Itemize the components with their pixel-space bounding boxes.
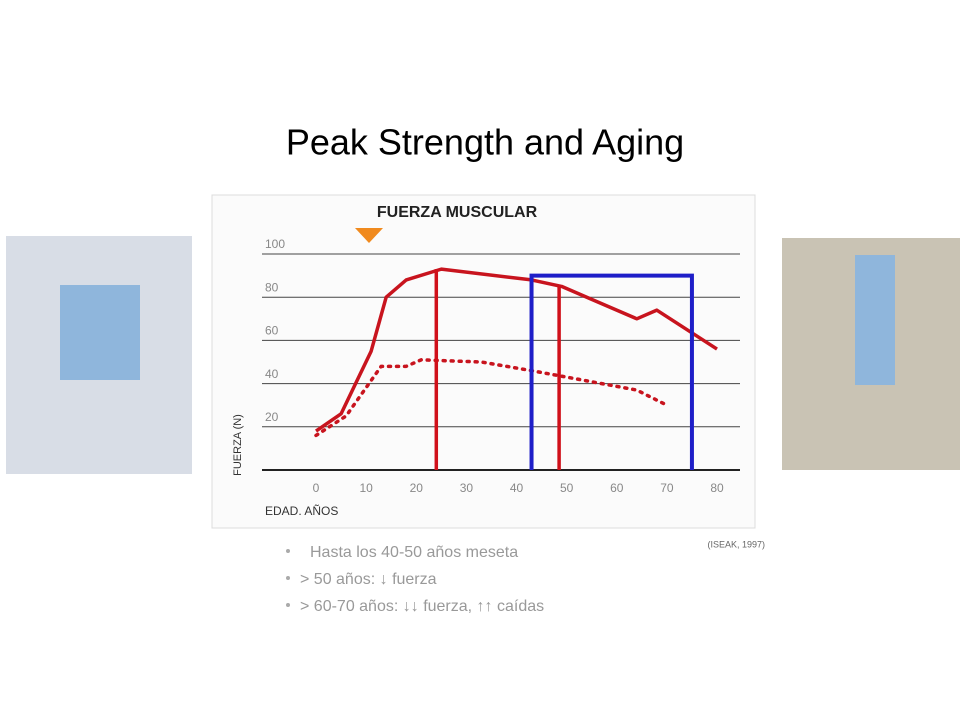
y-tick-label: 80 bbox=[265, 280, 279, 294]
bullet: > 50 años: ↓ fuerza bbox=[300, 571, 437, 588]
bullet-dot bbox=[286, 549, 290, 553]
x-axis-label: EDAD. AÑOS bbox=[265, 504, 338, 518]
slide-title: Peak Strength and Aging bbox=[286, 122, 684, 163]
decoration bbox=[355, 228, 383, 243]
data-line bbox=[314, 358, 669, 438]
highlight-box bbox=[529, 273, 694, 470]
y-tick-label: 40 bbox=[265, 367, 279, 381]
bullet-dot bbox=[286, 576, 290, 580]
y-tick-label: 60 bbox=[265, 324, 279, 338]
photo-gown bbox=[60, 285, 140, 380]
x-tick-label: 80 bbox=[710, 481, 724, 495]
x-tick-label: 60 bbox=[610, 481, 624, 495]
x-tick-label: 10 bbox=[359, 481, 373, 495]
x-tick-label: 40 bbox=[510, 481, 524, 495]
x-tick-label: 20 bbox=[410, 481, 424, 495]
bullet: Hasta los 40-50 años meseta bbox=[310, 544, 518, 561]
x-tick-label: 70 bbox=[660, 481, 674, 495]
bullet-dot bbox=[286, 603, 290, 607]
citation: (ISEAK, 1997) bbox=[707, 539, 765, 549]
y-tick-label: 100 bbox=[265, 237, 285, 251]
photo-gown bbox=[855, 255, 895, 385]
bullet: > 60-70 años: ↓↓ fuerza, ↑↑ caídas bbox=[300, 598, 544, 615]
x-tick-label: 30 bbox=[460, 481, 474, 495]
x-tick-label: 0 bbox=[313, 481, 320, 495]
chart-title: FUERZA MUSCULAR bbox=[377, 204, 538, 221]
y-tick-label: 20 bbox=[265, 410, 279, 424]
y-axis-label: FUERZA (N) bbox=[232, 414, 244, 476]
x-tick-label: 50 bbox=[560, 481, 574, 495]
data-line bbox=[315, 267, 718, 433]
